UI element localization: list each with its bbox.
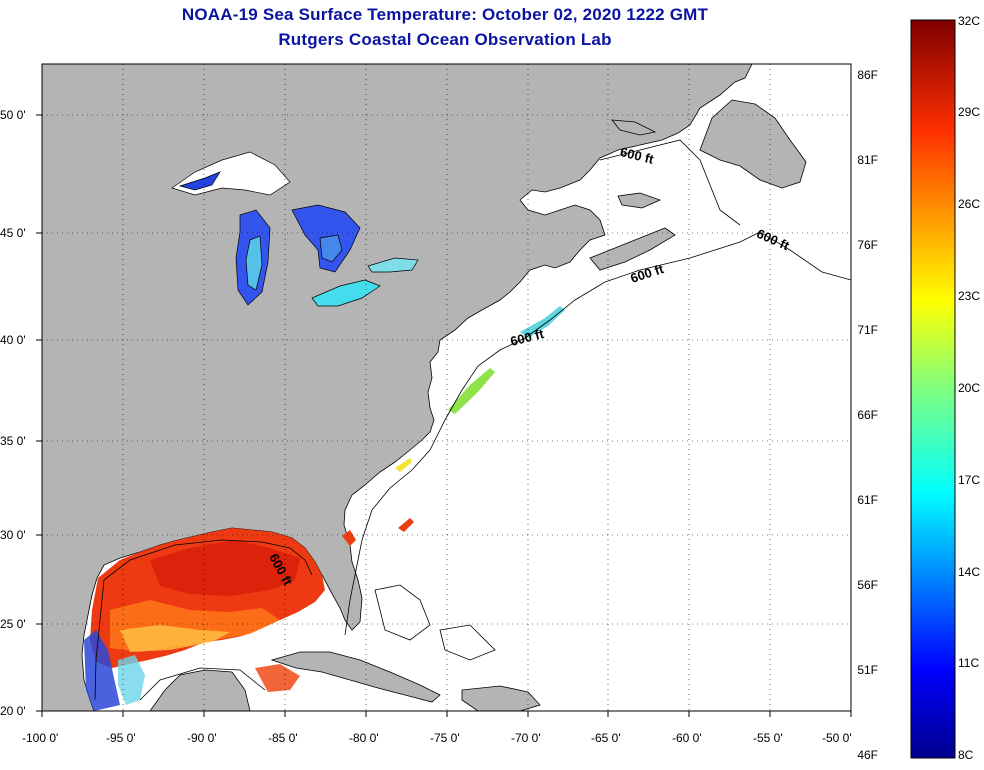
lat-tick-label: 45 0' <box>0 226 26 240</box>
colorbar-fahrenheit-label: 71F <box>857 323 878 337</box>
gulf-sst-cool-coast <box>84 630 120 711</box>
gulf-sst-mixed <box>120 625 230 652</box>
shelf-sst-cyan <box>520 306 565 338</box>
axis-ticks <box>36 114 852 717</box>
colorbar-celsius-label: 11C <box>958 656 980 670</box>
lon-tick-label: -65 0' <box>591 731 621 745</box>
lat-tick-label: 20 0' <box>0 704 26 718</box>
colorbar-fahrenheit-label: 61F <box>857 493 878 507</box>
lat-tick-label: 30 0' <box>0 528 26 542</box>
colorbar-fahrenheit-label: 56F <box>857 578 878 592</box>
colorbar-fahrenheit-label: 76F <box>857 238 878 252</box>
gulf-sst-cool-coast-2 <box>118 655 145 705</box>
lon-tick-label: -70 0' <box>511 731 541 745</box>
isobath-600ft <box>94 231 851 701</box>
stream-sst-red <box>342 530 356 546</box>
colorbar-celsius-label: 20C <box>958 381 981 395</box>
north-america-land <box>42 64 753 711</box>
map-subtitle: Rutgers Coastal Ocean Observation Lab <box>278 30 612 49</box>
lon-tick-label: -95 0' <box>106 731 136 745</box>
map-title: NOAA-19 Sea Surface Temperature: October… <box>181 5 709 24</box>
colorbar-celsius-label: 14C <box>958 565 981 579</box>
bahamas-banks <box>374 584 496 661</box>
colorbar <box>910 19 956 759</box>
lon-tick-label: -80 0' <box>349 731 379 745</box>
lon-tick-label: -100 0' <box>22 731 59 745</box>
yucatan-land <box>149 669 251 711</box>
lon-tick-label: -85 0' <box>268 731 298 745</box>
gulf-of-stlawrence-shelf <box>599 139 741 226</box>
stream-sst-red-2 <box>398 518 414 532</box>
lat-tick-label: 25 0' <box>0 617 26 631</box>
lat-tick-label: 50 0' <box>0 108 26 122</box>
colorbar-celsius-label: 26C <box>958 197 981 211</box>
cuba-land <box>270 651 441 703</box>
nova-scotia-land <box>589 227 676 271</box>
lon-tick-label: -60 0' <box>672 731 702 745</box>
lon-tick-label: -55 0' <box>753 731 783 745</box>
colorbar-celsius-label: 17C <box>958 473 981 487</box>
caribbean-sst-warm <box>255 664 300 692</box>
lat-tick-label: 35 0' <box>0 434 26 448</box>
colorbar-celsius-label: 23C <box>958 289 981 303</box>
colorbar-fahrenheit-label: 46F <box>857 748 878 762</box>
lat-tick-label: 40 0' <box>0 333 26 347</box>
colorbar-fahrenheit-label: 66F <box>857 408 878 422</box>
colorbar-fahrenheit-label: 81F <box>857 153 878 167</box>
hispaniola-land <box>461 685 541 711</box>
colorbar-celsius-label: 32C <box>958 14 981 28</box>
colorbar-celsius-label: 29C <box>958 105 981 119</box>
yucatan-shelf <box>139 667 266 701</box>
newfoundland-land <box>699 99 807 189</box>
shelf-sst-yellow <box>395 458 412 472</box>
lon-tick-label: -75 0' <box>430 731 460 745</box>
island-land <box>617 192 662 209</box>
colorbar-fahrenheit-label: 51F <box>857 663 878 677</box>
lon-tick-label: -90 0' <box>187 731 217 745</box>
gulf-sst-hot <box>150 540 300 596</box>
colorbar-fahrenheit-label: 86F <box>857 68 878 82</box>
colorbar-celsius-label: 8C <box>958 748 974 762</box>
lon-tick-label: -50 0' <box>822 731 852 745</box>
great-lakes <box>171 151 419 307</box>
shelf-sst-green <box>448 368 495 414</box>
island-land <box>611 119 657 136</box>
